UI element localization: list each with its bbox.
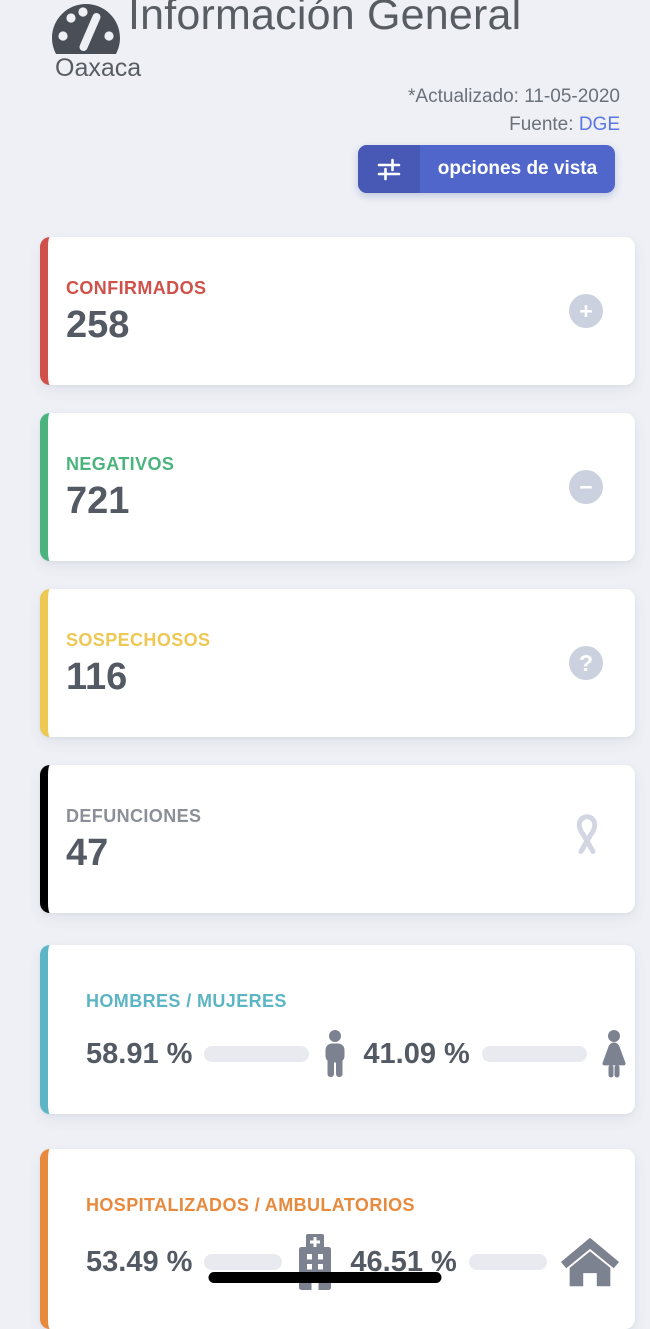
card-label: HOMBRES / MUJERES: [86, 991, 287, 1011]
plus-circle-icon[interactable]: +: [569, 294, 603, 328]
card-label: SOSPECHOSOS: [66, 630, 211, 650]
male-percent: 58.91 %: [86, 1037, 193, 1070]
view-options-button[interactable]: opciones de vista: [358, 145, 615, 193]
minus-circle-icon[interactable]: −: [569, 470, 603, 504]
card-hombres-mujeres: HOMBRES / MUJERES 58.91 % 41.09 %: [40, 945, 635, 1114]
card-value: 116: [66, 656, 128, 698]
page-title: Información General: [128, 0, 522, 39]
source-label: Fuente:: [509, 114, 579, 135]
dashboard-gauge-icon: [50, 2, 122, 56]
card-value: 721: [66, 480, 130, 522]
female-percent: 41.09 %: [363, 1037, 470, 1070]
card-label: DEFUNCIONES: [66, 806, 202, 826]
card-hospitalizados-ambulatorios: HOSPITALIZADOS / AMBULATORIOS 53.49 %: [40, 1149, 635, 1329]
question-circle-icon[interactable]: ?: [569, 646, 603, 680]
card-value: 47: [66, 832, 109, 874]
hospitalized-progress-bar: [204, 1254, 283, 1270]
updated-date: *Actualizado: 11-05-2020: [408, 86, 620, 107]
female-progress-bar: [481, 1046, 587, 1062]
card-label: CONFIRMADOS: [66, 278, 207, 298]
female-icon: [599, 1030, 629, 1078]
gender-percent-row: 58.91 % 41.09 %: [86, 1030, 635, 1078]
card-confirmados: CONFIRMADOS 258 +: [40, 237, 635, 385]
card-label: HOSPITALIZADOS / AMBULATORIOS: [86, 1195, 415, 1215]
card-defunciones: DEFUNCIONES 47: [40, 765, 635, 913]
male-progress-bar: [204, 1046, 310, 1062]
view-options-label: opciones de vista: [437, 158, 598, 179]
source-link[interactable]: DGE: [578, 114, 620, 135]
cards-container: CONFIRMADOS 258 + NEGATIVOS 721 − SOSPEC…: [40, 237, 635, 1329]
sliders-icon: [358, 145, 420, 193]
hospitalized-percent: 53.49 %: [86, 1245, 193, 1278]
card-value: 258: [66, 304, 130, 346]
awareness-ribbon-icon: [569, 814, 605, 865]
page-subtitle: Oaxaca: [55, 54, 142, 82]
card-sospechosos: SOSPECHOSOS 116 ?: [40, 589, 635, 737]
ambulatory-progress-bar: [468, 1254, 547, 1270]
home-indicator-bar: [208, 1272, 442, 1283]
home-icon: [559, 1235, 621, 1289]
male-icon: [321, 1030, 349, 1078]
card-label: NEGATIVOS: [66, 454, 175, 474]
source-line: Fuente: DGE: [509, 114, 620, 136]
card-negativos: NEGATIVOS 721 −: [40, 413, 635, 561]
